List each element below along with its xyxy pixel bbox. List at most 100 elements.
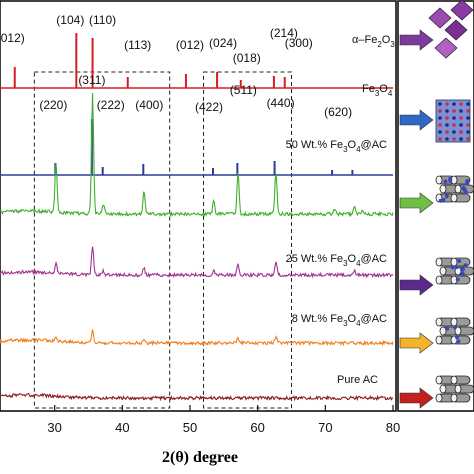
lattice-atom: [466, 123, 470, 127]
lattice-atom: [438, 123, 442, 127]
hkl-mid-1: (222): [97, 98, 125, 112]
hkl-mid-0: (220): [39, 98, 67, 112]
hkl-top-9: (311): [78, 73, 105, 87]
lattice-atom: [452, 102, 456, 106]
trace-2: [0, 93, 394, 218]
hkl-top-4: (012): [176, 38, 204, 52]
x-axis-title: 2(θ) degree: [162, 449, 238, 466]
iron-oxide-particle: [441, 197, 446, 202]
carbon-tube-end: [450, 317, 458, 327]
carbon-tube-end: [435, 393, 443, 403]
dashed-regions: [33, 71, 293, 409]
hkl-top-8: (300): [285, 36, 313, 50]
miller-index-labels: (012) (104) (110) (113) (012) (024)(018) (214)…: [0, 13, 352, 119]
arrow-2: [399, 192, 434, 214]
iron-oxide-particle: [460, 267, 465, 272]
arrow-0: [399, 29, 434, 51]
carbon-tube-end: [435, 375, 443, 385]
lattice-atom: [466, 130, 470, 134]
series-traces: [0, 33, 394, 402]
carbon-tube-end: [450, 393, 458, 403]
lattice-atom: [459, 130, 463, 134]
carbon-tube-end: [439, 184, 447, 194]
hkl-mid-5: (440): [267, 96, 295, 110]
carbon-tube-end: [454, 384, 462, 394]
lattice-atom: [445, 109, 449, 113]
lattice-atom: [452, 116, 456, 120]
hematite-polyhedron-2: [434, 37, 458, 59]
carbon-tube-end: [435, 275, 443, 285]
trace-4: [0, 329, 394, 347]
series-label-4: 8 Wt.% Fe3O4@AC: [292, 313, 387, 328]
hkl-mid-4: (511): [230, 83, 257, 97]
iron-oxide-particle: [450, 265, 455, 270]
carbon-tube-end: [454, 326, 462, 336]
iron-oxide-particle: [463, 263, 468, 268]
series-label-3: 25 Wt.% Fe3O4@AC: [286, 253, 387, 268]
carbon-tube-end: [450, 193, 458, 203]
lattice-atom: [452, 123, 456, 127]
iron-oxide-particle: [453, 325, 458, 330]
lattice-atom: [452, 137, 456, 141]
hematite-polyhedron-0: [428, 7, 452, 29]
carbon-tube-end: [439, 266, 447, 276]
series-label-5: Pure AC: [337, 374, 378, 386]
iron-oxide-particle: [448, 176, 453, 181]
carbon-tube-end: [435, 317, 443, 327]
lattice-atom: [445, 116, 449, 120]
carbon-tube-end: [450, 257, 458, 267]
carbon-tube-end: [454, 184, 462, 194]
hkl-top-2: (110): [89, 13, 116, 27]
iron-oxide-particle: [465, 181, 470, 186]
lattice-atom: [466, 116, 470, 120]
x-tick-label-1: 40: [115, 420, 129, 435]
trace-3: [0, 246, 394, 279]
structure-panel: [397, 0, 474, 412]
x-axis: 30 40 50 60 70 80: [47, 405, 400, 435]
lattice-atom: [445, 123, 449, 127]
structure-illustrations: [428, 0, 474, 403]
lattice-atom: [445, 137, 449, 141]
hkl-top-0: (012): [0, 31, 25, 45]
carbon-tube-end: [435, 175, 443, 185]
lattice-atom: [459, 102, 463, 106]
iron-oxide-particle: [460, 271, 465, 276]
lattice-atom: [459, 123, 463, 127]
arrow-1: [399, 109, 434, 131]
lattice-atom: [438, 116, 442, 120]
lattice-atom: [445, 102, 449, 106]
hematite-polyhedron-1: [444, 19, 468, 41]
iron-oxide-particle: [454, 265, 459, 270]
lattice-atom: [459, 109, 463, 113]
x-tick-label-4: 70: [318, 420, 332, 435]
hkl-top-6: (018): [233, 51, 261, 65]
dashed-region-1: [33, 71, 171, 409]
lattice-atom: [445, 130, 449, 134]
hkl-top-7: (214): [270, 26, 298, 40]
carbon-tube-end: [439, 384, 447, 394]
lattice-atom: [438, 109, 442, 113]
arrow-4: [399, 332, 434, 354]
x-tick-label-0: 30: [47, 420, 61, 435]
trace-5: [0, 392, 394, 402]
iron-oxide-particle: [462, 187, 467, 192]
dashed-region-2: [203, 71, 293, 409]
lattice-atom: [438, 130, 442, 134]
carbon-tube-end: [435, 335, 443, 345]
lattice-atom: [466, 102, 470, 106]
series-arrows: [399, 29, 434, 409]
iron-oxide-particle: [457, 258, 462, 263]
lattice-atom: [466, 137, 470, 141]
lattice-atom: [466, 109, 470, 113]
hkl-mid-6: (620): [324, 105, 352, 119]
hkl-mid-2: (400): [135, 98, 163, 112]
arrow-5: [399, 387, 434, 409]
hematite-polyhedron-3: [450, 0, 474, 21]
series-label-2: 50 Wt.% Fe3O4@AC: [286, 139, 387, 154]
lattice-atom: [452, 109, 456, 113]
arrow-3: [399, 274, 434, 296]
lattice-atom: [459, 116, 463, 120]
iron-oxide-particle: [444, 194, 449, 199]
x-tick-label-5: 80: [386, 420, 400, 435]
